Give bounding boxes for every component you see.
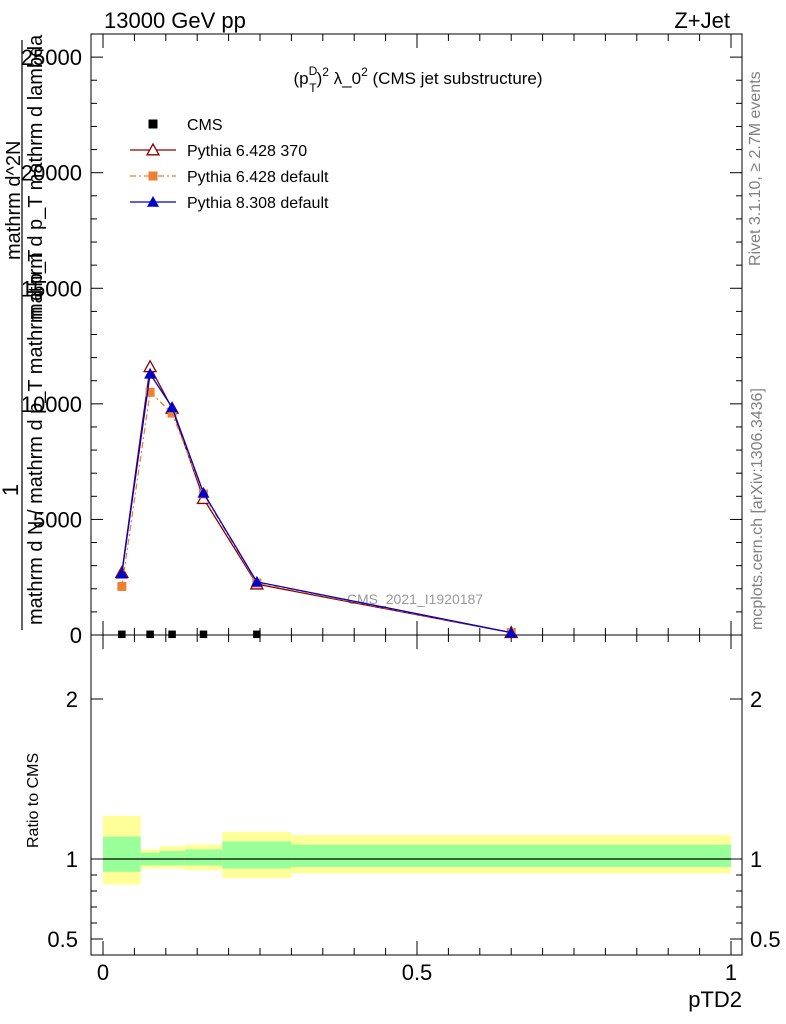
data-point-3-0 (115, 567, 128, 579)
header-right: Z+Jet (674, 8, 730, 33)
title-sup-d: D (309, 64, 318, 78)
data-point-0-0 (118, 630, 126, 639)
legend-marker-3 (147, 196, 159, 207)
ratio-inner-band-0 (103, 836, 141, 872)
ratio-ytick-label: 0.5 (47, 927, 78, 952)
ratio-ytick-label: 2 (66, 687, 78, 712)
data-point-0-4 (253, 630, 261, 639)
ratio-bands (103, 815, 731, 885)
data-point-0-3 (199, 630, 208, 639)
main-ytick-label: 25000 (21, 45, 82, 70)
ylabel-numerator: mathrm d^2N (3, 141, 25, 260)
main-ylabel: 1 mathrm d N / mathrm d p_T mathrm d p_T… (0, 34, 47, 630)
main-ytick-label: 15000 (21, 276, 82, 301)
data-point-3-2 (166, 401, 179, 413)
main-ytick-label: 20000 (21, 161, 82, 186)
data-point-3-3 (197, 486, 210, 498)
ratio-inner-band-4 (222, 841, 292, 869)
ylabel-denominator: mathrm d p_T mathrm d lambda (25, 34, 47, 320)
ylabel-bottom: mathrm d N / mathrm d p_T mathrm d p_T (25, 250, 47, 625)
mcplots-label: mcplots.cern.ch [arXiv:1306.3436] (749, 388, 766, 630)
ratio-ytick-label-right: 1 (750, 847, 762, 872)
x-axis-label: pTD2 (688, 987, 742, 1012)
watermark: CMS_2021_I1920187 (347, 591, 483, 607)
legend-label-3: Pythia 8.308 default (187, 195, 329, 212)
ratio-inner-band-5 (291, 844, 731, 867)
title-part-b: ) (317, 69, 323, 88)
data-point-3-5 (505, 626, 518, 638)
title-sub-t: T (309, 81, 317, 95)
header-left: 13000 GeV pp (104, 8, 246, 33)
data-point-0-2 (168, 630, 176, 639)
main-ytick-label: 0 (70, 623, 82, 648)
title-sup-3: 2 (361, 65, 368, 79)
series-line-3 (121, 371, 512, 634)
title-sup-2: 2 (322, 65, 329, 79)
main-ytick-label: 10000 (21, 392, 82, 417)
title-part-d: (CMS jet substructure) (368, 69, 543, 88)
title-part-a: (p (293, 69, 308, 88)
ratio-xtick-label: 0.5 (402, 960, 433, 985)
data-point-0-1 (146, 630, 154, 639)
legend: CMS Pythia 6.428 370 Pythia 6.428 default P… (130, 117, 329, 212)
legend-label-0: CMS (187, 117, 223, 134)
ratio-ytick-label: 1 (66, 847, 78, 872)
legend-marker-1 (145, 142, 161, 156)
data-point-3-1 (144, 367, 157, 379)
ratio-inner-band-3 (184, 849, 223, 866)
data-point-3-4 (250, 575, 263, 587)
data-point-2-1 (145, 387, 155, 397)
axes: 0 5000 10000 15000 20000 25000 0 0.5 1 0.5 0.5 1 1 2 2 (21, 34, 781, 985)
rivet-label: Rivet 3.1.10, ≥ 2.7M events (747, 71, 764, 266)
legend-marker-2 (148, 171, 158, 181)
main-ytick-label: 5000 (33, 507, 82, 532)
ratio-ytick-label-right: 2 (750, 687, 762, 712)
ratio-plot-frame (90, 634, 743, 956)
ratio-xtick-label: 1 (725, 960, 737, 985)
ratio-ylabel: Ratio to CMS (25, 753, 42, 848)
data-point-2-2 (167, 408, 177, 418)
ratio-inner-band-2 (159, 851, 185, 866)
chart-title: (pD T)2 λ_02 (CMS jet substructure) (293, 64, 542, 95)
legend-label-2: Pythia 6.428 default (187, 169, 329, 186)
ylabel-top: 1 (0, 484, 23, 496)
series-layer (114, 359, 519, 639)
ratio-xtick-label: 0 (97, 960, 109, 985)
series-line-2 (121, 390, 512, 634)
legend-marker-0 (148, 119, 158, 129)
data-point-2-0 (117, 581, 127, 591)
legend-label-1: Pythia 6.428 370 (187, 143, 307, 160)
title-part-c: λ_0 (329, 69, 361, 88)
ratio-ytick-label-right: 0.5 (750, 927, 781, 952)
